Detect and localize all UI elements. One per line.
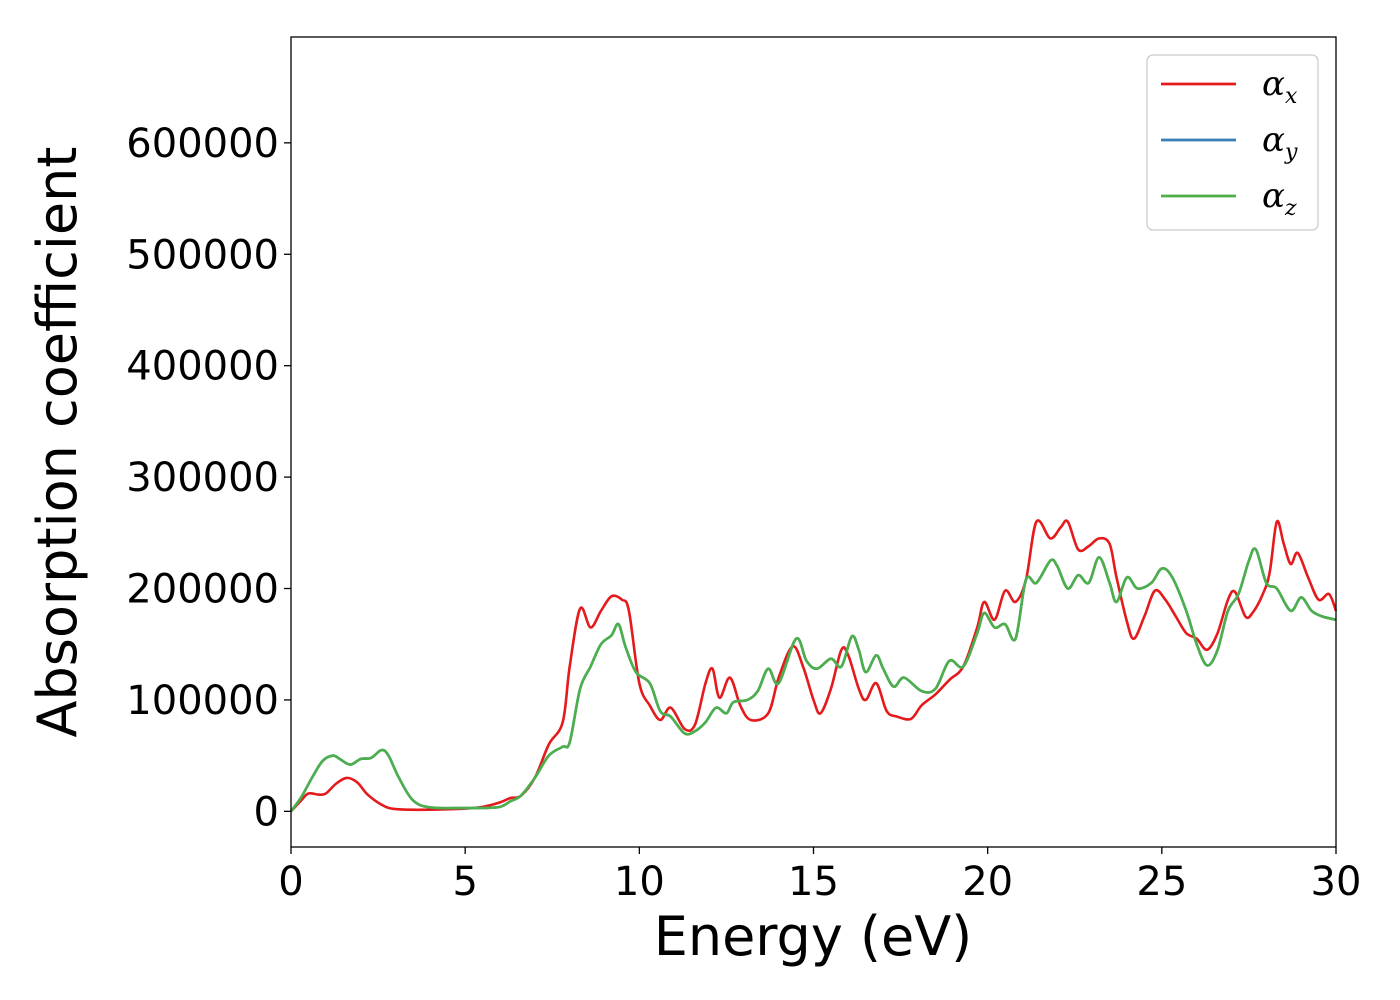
x-tick-label: 15 (788, 859, 839, 905)
legend: αx αy αz (1146, 54, 1319, 231)
x-tick-label: 20 (962, 859, 1013, 905)
series-line-z (289, 547, 1337, 813)
y-tick-label: 0 (254, 789, 279, 835)
y-tick-label: 400000 (126, 344, 279, 390)
legend-label-z: αz (1262, 176, 1297, 221)
x-axis: 0 5 10 15 20 25 30 (278, 847, 1361, 905)
x-tick-label: 5 (452, 859, 477, 905)
legend-label-x: αx (1262, 64, 1298, 109)
x-tick-label: 0 (278, 859, 303, 905)
x-tick-label: 30 (1311, 859, 1362, 905)
y-tick-label: 200000 (126, 567, 279, 613)
y-tick-label: 100000 (126, 678, 279, 724)
y-tick-label: 300000 (126, 455, 279, 501)
series-layer (289, 519, 1338, 813)
series-line-y (289, 547, 1337, 813)
y-tick-label: 500000 (126, 232, 279, 278)
y-axis-title: Absorption coefficient (26, 147, 89, 738)
y-axis: 0 100000 200000 300000 400000 500000 600000 (126, 121, 291, 835)
y-tick-label: 600000 (126, 121, 279, 167)
legend-box (1146, 54, 1319, 231)
x-tick-label: 10 (614, 859, 665, 905)
series-line-x (290, 519, 1338, 813)
x-tick-label: 25 (1136, 859, 1187, 905)
legend-label-y: αy (1262, 120, 1298, 165)
x-axis-title: Energy (eV) (654, 905, 973, 968)
